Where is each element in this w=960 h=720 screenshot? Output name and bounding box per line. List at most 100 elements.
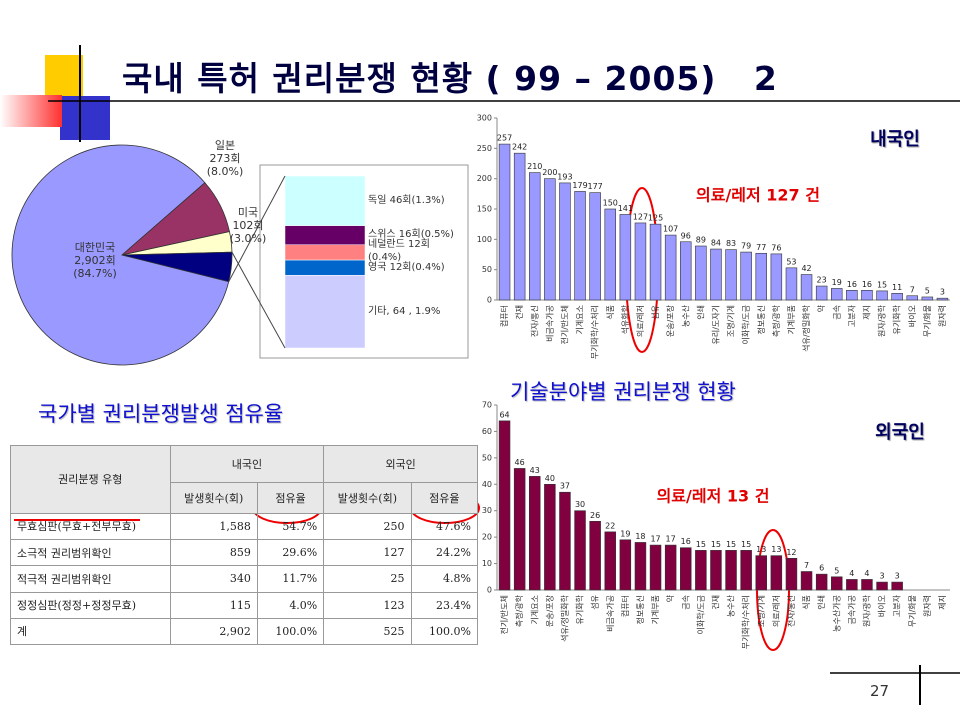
bar: [770, 253, 783, 301]
value-label: 6: [819, 564, 824, 573]
y-tick-label: 50: [482, 453, 492, 462]
x-tick-label: 무기/화물: [923, 305, 932, 337]
value-label: 127: [633, 212, 648, 221]
value-label: 12: [786, 548, 796, 557]
x-tick-label: 비금속가공: [545, 305, 554, 342]
table-cell: 소극적 권리범위확인: [10, 539, 171, 567]
table-cell: 123: [323, 591, 412, 619]
subheader-cell: 발생횟수(회): [323, 482, 412, 514]
value-label: 141: [618, 204, 633, 213]
pie-value-label: 2,902회 (84.7%): [73, 254, 117, 280]
table-cell: 859: [169, 539, 258, 567]
y-tick-label: 150: [477, 205, 492, 214]
annotation: 의료/레저 13 건: [657, 487, 770, 506]
bar: [664, 544, 677, 591]
x-tick-label: 무기화학/수처리: [590, 305, 600, 359]
y-tick-label: 70: [482, 401, 492, 410]
subheader-cell: 점유율: [410, 482, 479, 514]
value-label: 125: [648, 214, 663, 223]
table-cell: 250: [323, 512, 412, 541]
bar: [861, 289, 873, 301]
value-label: 5: [925, 286, 930, 295]
y-tick-label: 60: [482, 427, 492, 436]
value-label: 17: [650, 535, 660, 544]
bar: [815, 573, 828, 591]
bar: [906, 295, 918, 301]
pie-value-label: 102회 (3.0%): [229, 219, 267, 245]
y-tick-label: 0: [487, 296, 492, 305]
bar: [710, 550, 722, 591]
x-tick-label: 무기/화물: [908, 595, 917, 627]
table-cell: 계: [10, 617, 171, 646]
pie-value-label: 273회 (8.0%): [206, 152, 244, 178]
bar: [604, 208, 616, 301]
value-label: 83: [726, 239, 736, 248]
pie-label: 일본: [214, 139, 236, 152]
table-cell: 11.7%: [256, 565, 325, 593]
value-label: 22: [605, 521, 615, 530]
bar: [680, 241, 692, 301]
bar: [755, 555, 767, 591]
y-tick-label: 200: [477, 174, 492, 183]
value-label: 26: [590, 511, 600, 520]
stack-segment: [284, 225, 366, 246]
x-tick-label: 약: [816, 304, 826, 312]
chart-title: 내국인: [870, 129, 920, 150]
y-tick-label: 250: [477, 144, 492, 153]
x-tick-label: 운송/포장: [665, 304, 675, 337]
value-label: 23: [817, 276, 827, 285]
bar: [619, 539, 632, 591]
value-label: 17: [666, 535, 676, 544]
x-tick-label: 건재: [710, 595, 720, 610]
value-label: 64: [499, 410, 509, 419]
value-label: 7: [804, 561, 809, 570]
bar: [846, 579, 858, 591]
bar: [559, 182, 571, 301]
stack-segment: [284, 259, 366, 276]
bar: [529, 172, 541, 301]
x-tick-label: 비금속가공: [606, 595, 615, 632]
x-tick-label: 약: [665, 594, 675, 602]
x-tick-label: 컴퓨터: [500, 305, 509, 327]
bar: [498, 420, 511, 591]
table-cell: 정정심판(정정+정정무효): [10, 591, 171, 619]
value-label: 16: [847, 280, 857, 289]
header-cell: 내국인: [169, 444, 325, 484]
breakdown-frame: [259, 164, 469, 359]
x-tick-label: 석유/정밀화학: [801, 304, 811, 351]
x-tick-label: 기계요소: [575, 305, 585, 334]
x-tick-label: 식품: [606, 305, 615, 320]
bar: [649, 544, 662, 591]
x-tick-label: 조명/기계: [756, 595, 766, 627]
x-tick-label: 기계부품: [786, 305, 796, 334]
x-tick-label: 이화학/도금: [741, 305, 751, 345]
bar: [725, 550, 737, 591]
bar: [770, 555, 783, 591]
bar: [800, 571, 813, 591]
value-label: 53: [786, 257, 796, 266]
stack-label: 영국 12회(0.4%): [368, 261, 445, 273]
bar: [755, 252, 767, 301]
bar: [710, 248, 722, 301]
value-label: 242: [512, 143, 527, 152]
table-cell: 24.2%: [410, 539, 479, 567]
chart-title: 외국인: [875, 422, 925, 443]
bar: [498, 143, 511, 301]
x-tick-label: 금속: [681, 595, 690, 610]
deco-square: [60, 96, 110, 140]
bar: [544, 178, 556, 301]
bar: [891, 581, 903, 591]
table-cell: 25: [323, 565, 412, 593]
x-tick-label: 전기/반도체: [559, 305, 569, 345]
y-tick-label: 50: [482, 265, 492, 274]
table-cell: 100.0%: [256, 617, 325, 646]
value-label: 77: [756, 243, 766, 252]
value-label: 84: [711, 239, 721, 248]
x-tick-label: 이화학/도금: [695, 595, 705, 635]
x-tick-label: 유리/도자기: [711, 305, 720, 345]
value-label: 18: [635, 532, 645, 541]
y-tick-label: 300: [477, 114, 492, 123]
x-tick-label: 원자력: [922, 595, 932, 617]
